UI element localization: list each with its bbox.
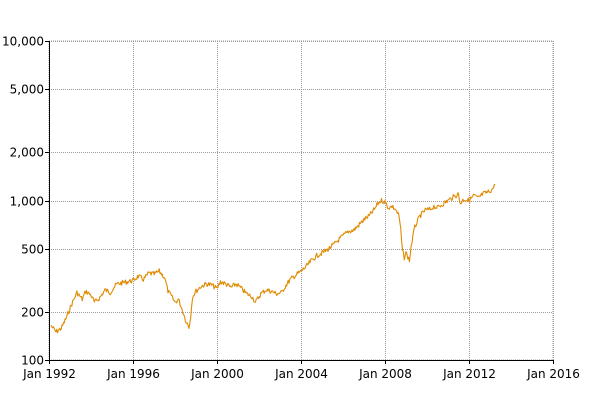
series xyxy=(50,183,496,334)
series-line xyxy=(50,183,496,334)
y-tick-label: 200 xyxy=(21,306,44,320)
y-tick-label: 100 xyxy=(21,354,44,368)
tick-labels: 100 200 500 1,000 2,000 5,000 10,000 Jan 1992 Ja… xyxy=(2,35,580,382)
y-tick-label: 500 xyxy=(21,243,44,257)
x-tick-label: Jan 1996 xyxy=(106,367,160,381)
x-tick-label: Jan 1992 xyxy=(22,367,76,381)
gridlines xyxy=(48,40,554,361)
x-tick-label: Jan 2016 xyxy=(526,367,580,381)
y-tick-label: 1,000 xyxy=(10,195,44,209)
x-tick-label: Jan 2012 xyxy=(442,367,496,381)
axes xyxy=(45,41,554,364)
y-tick-label: 5,000 xyxy=(10,83,44,97)
y-tick-label: 2,000 xyxy=(10,146,44,160)
x-tick-label: Jan 2000 xyxy=(190,367,244,381)
x-tick-label: Jan 2008 xyxy=(358,367,412,381)
x-tick-label: Jan 2004 xyxy=(274,367,328,381)
y-tick-label: 10,000 xyxy=(2,35,44,49)
